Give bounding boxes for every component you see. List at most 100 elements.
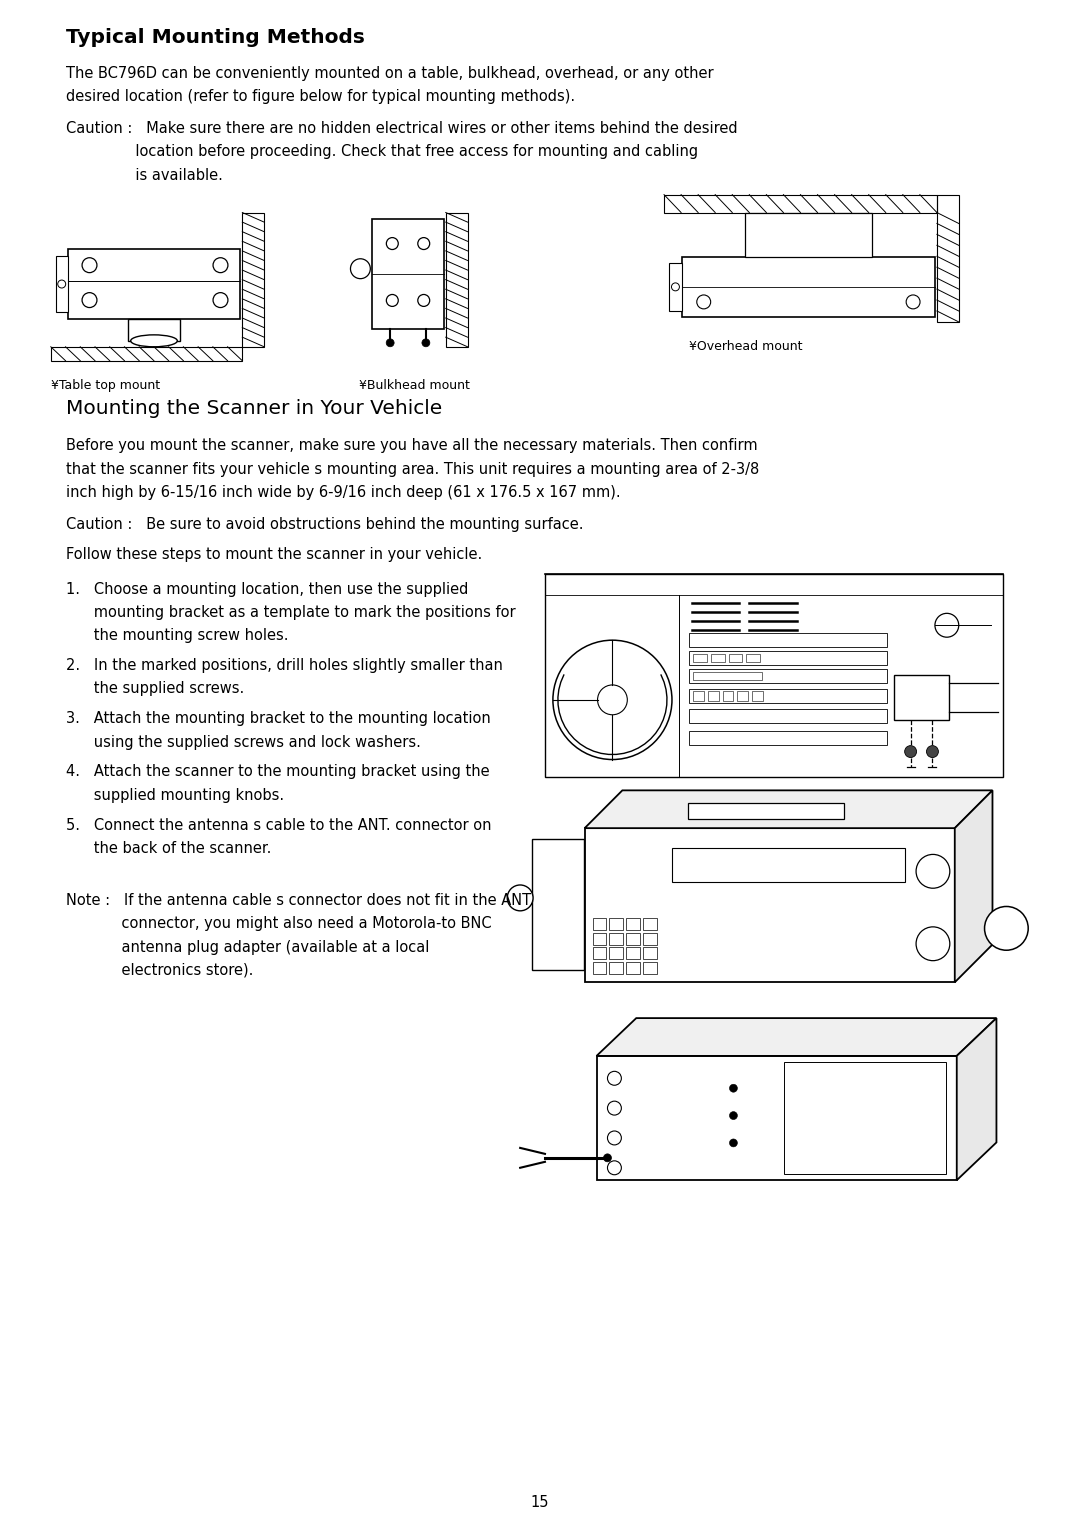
Text: 4.   Attach the scanner to the mounting bracket using the: 4. Attach the scanner to the mounting br…	[66, 764, 489, 780]
Bar	[689, 731, 888, 745]
Bar	[644, 917, 657, 930]
Bar	[738, 691, 748, 700]
Text: 1.   Choose a mounting location, then use the supplied: 1. Choose a mounting location, then use …	[66, 581, 468, 596]
Bar	[692, 673, 762, 680]
Bar	[51, 347, 242, 361]
Bar	[729, 654, 742, 662]
Bar	[545, 573, 1003, 777]
Text: The BC796D can be conveniently mounted on a table, bulkhead, overhead, or any ot: The BC796D can be conveniently mounted o…	[66, 66, 713, 81]
Text: 15: 15	[530, 1495, 550, 1511]
Bar	[689, 651, 888, 665]
Bar	[784, 1061, 946, 1174]
Bar	[664, 194, 937, 213]
Bar	[745, 213, 872, 257]
Bar	[626, 933, 640, 945]
Text: supplied mounting knobs.: supplied mounting knobs.	[66, 787, 284, 803]
Bar	[746, 654, 760, 662]
Circle shape	[729, 1139, 738, 1147]
Circle shape	[729, 1084, 738, 1092]
Bar	[644, 962, 657, 974]
Bar	[669, 263, 681, 310]
Bar	[692, 691, 704, 700]
Bar	[688, 803, 843, 820]
Text: Caution :   Be sure to avoid obstructions behind the mounting surface.: Caution : Be sure to avoid obstructions …	[66, 517, 583, 532]
Bar	[681, 257, 935, 317]
Text: the back of the scanner.: the back of the scanner.	[66, 841, 271, 856]
Text: using the supplied screws and lock washers.: using the supplied screws and lock washe…	[66, 734, 420, 749]
Circle shape	[927, 746, 939, 757]
Bar	[593, 962, 607, 974]
Text: the supplied screws.: the supplied screws.	[66, 682, 244, 696]
Text: Before you mount the scanner, make sure you have all the necessary materials. Th: Before you mount the scanner, make sure …	[66, 439, 757, 453]
Bar	[609, 962, 623, 974]
Bar	[593, 948, 607, 959]
Circle shape	[387, 339, 394, 347]
Text: that the scanner fits your vehicle s mounting area. This unit requires a mountin: that the scanner fits your vehicle s mou…	[66, 462, 759, 477]
Text: location before proceeding. Check that free access for mounting and cabling: location before proceeding. Check that f…	[66, 144, 698, 159]
Polygon shape	[957, 1018, 997, 1180]
Bar	[242, 213, 265, 347]
Text: ¥Overhead mount: ¥Overhead mount	[689, 339, 802, 353]
Bar	[609, 917, 623, 930]
Text: connector, you might also need a Motorola-to BNC: connector, you might also need a Motorol…	[66, 916, 491, 931]
Circle shape	[351, 258, 370, 278]
Text: antenna plug adapter (available at a local: antenna plug adapter (available at a loc…	[66, 939, 429, 954]
Bar	[129, 320, 180, 341]
Polygon shape	[955, 790, 993, 982]
Bar	[689, 633, 888, 647]
Bar	[689, 690, 888, 703]
Text: Follow these steps to mount the scanner in your vehicle.: Follow these steps to mount the scanner …	[66, 547, 482, 561]
Bar	[644, 933, 657, 945]
Text: 2.   In the marked positions, drill holes slightly smaller than: 2. In the marked positions, drill holes …	[66, 657, 502, 673]
Text: Caution :   Make sure there are no hidden electrical wires or other items behind: Caution : Make sure there are no hidden …	[66, 121, 738, 136]
Text: Mounting the Scanner in Your Vehicle: Mounting the Scanner in Your Vehicle	[66, 399, 442, 417]
Text: inch high by 6-15/16 inch wide by 6-9/16 inch deep (61 x 176.5 x 167 mm).: inch high by 6-15/16 inch wide by 6-9/16…	[66, 485, 620, 500]
Bar	[711, 654, 725, 662]
Polygon shape	[584, 790, 993, 829]
Bar	[626, 962, 640, 974]
Bar	[644, 948, 657, 959]
Circle shape	[905, 746, 917, 757]
Bar	[596, 1057, 957, 1180]
Circle shape	[604, 1154, 611, 1162]
Bar	[723, 691, 733, 700]
Bar	[753, 691, 764, 700]
Circle shape	[985, 907, 1028, 950]
Polygon shape	[596, 1018, 997, 1057]
Text: 3.   Attach the mounting bracket to the mounting location: 3. Attach the mounting bracket to the mo…	[66, 711, 490, 726]
Circle shape	[508, 885, 534, 911]
Bar	[707, 691, 718, 700]
Bar	[532, 839, 583, 969]
Bar	[692, 654, 706, 662]
Ellipse shape	[131, 335, 177, 347]
Text: Typical Mounting Methods: Typical Mounting Methods	[66, 28, 365, 47]
Bar	[593, 933, 607, 945]
Bar	[56, 255, 68, 312]
Text: electronics store).: electronics store).	[66, 963, 253, 979]
Bar	[626, 948, 640, 959]
Circle shape	[729, 1112, 738, 1119]
Bar	[937, 194, 959, 323]
Bar	[593, 917, 607, 930]
Text: the mounting screw holes.: the mounting screw holes.	[66, 628, 288, 644]
Circle shape	[916, 927, 949, 960]
Text: desired location (refer to figure below for typical mounting methods).: desired location (refer to figure below …	[66, 89, 575, 104]
Bar	[609, 948, 623, 959]
Circle shape	[916, 855, 949, 888]
Bar	[584, 829, 955, 982]
Bar	[894, 674, 949, 720]
Bar	[689, 709, 888, 723]
Bar	[68, 249, 241, 320]
Bar	[672, 849, 905, 882]
Text: 5.   Connect the antenna s cable to the ANT. connector on: 5. Connect the antenna s cable to the AN…	[66, 818, 491, 833]
Bar	[609, 933, 623, 945]
Bar	[689, 670, 888, 683]
Text: is available.: is available.	[66, 168, 222, 183]
Text: ¥Bulkhead mount: ¥Bulkhead mount	[360, 379, 470, 391]
Circle shape	[422, 339, 430, 347]
Text: ¥Table top mount: ¥Table top mount	[51, 379, 160, 391]
Text: mounting bracket as a template to mark the positions for: mounting bracket as a template to mark t…	[66, 605, 515, 619]
Bar	[446, 213, 468, 347]
Bar	[373, 220, 444, 329]
Bar	[626, 917, 640, 930]
